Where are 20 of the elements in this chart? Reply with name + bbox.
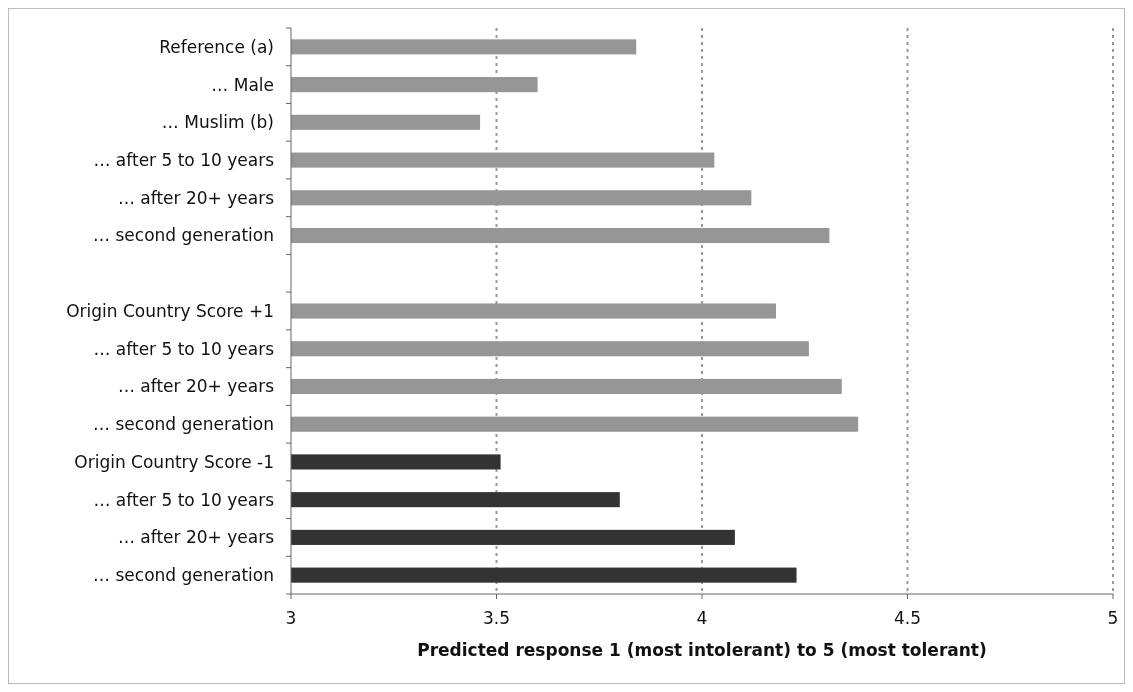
y-tick-label: … after 20+ years bbox=[117, 376, 275, 397]
y-tick-label: Reference (a) bbox=[159, 36, 274, 57]
x-tick-label: 5 bbox=[1107, 608, 1119, 628]
y-tick-label: Origin Country Score +1 bbox=[66, 300, 274, 321]
y-tick-label: … after 20+ years bbox=[117, 187, 275, 208]
x-tick-label: 4 bbox=[696, 608, 708, 628]
x-tick-label: 4.5 bbox=[893, 608, 922, 628]
y-tick-label: … Male bbox=[211, 74, 274, 95]
y-tick-label: … second generation bbox=[93, 565, 274, 586]
y-tick-label: … after 20+ years bbox=[117, 527, 275, 548]
y-tick-label: … after 5 to 10 years bbox=[93, 489, 275, 510]
y-tick-label: … after 5 to 10 years bbox=[93, 338, 275, 359]
y-tick-label: … Muslim (b) bbox=[161, 112, 274, 133]
y-tick-label: Origin Country Score -1 bbox=[74, 451, 274, 472]
x-tick-label: 3 bbox=[285, 608, 297, 628]
x-tick-label: 3.5 bbox=[482, 608, 511, 628]
y-tick-label: … after 5 to 10 years bbox=[93, 150, 275, 171]
y-tick-label: … second generation bbox=[93, 414, 274, 435]
y-tick-label: … second generation bbox=[93, 225, 274, 246]
x-axis-title: Predicted response 1 (most intolerant) to 5 (most tolerant) bbox=[417, 640, 987, 660]
